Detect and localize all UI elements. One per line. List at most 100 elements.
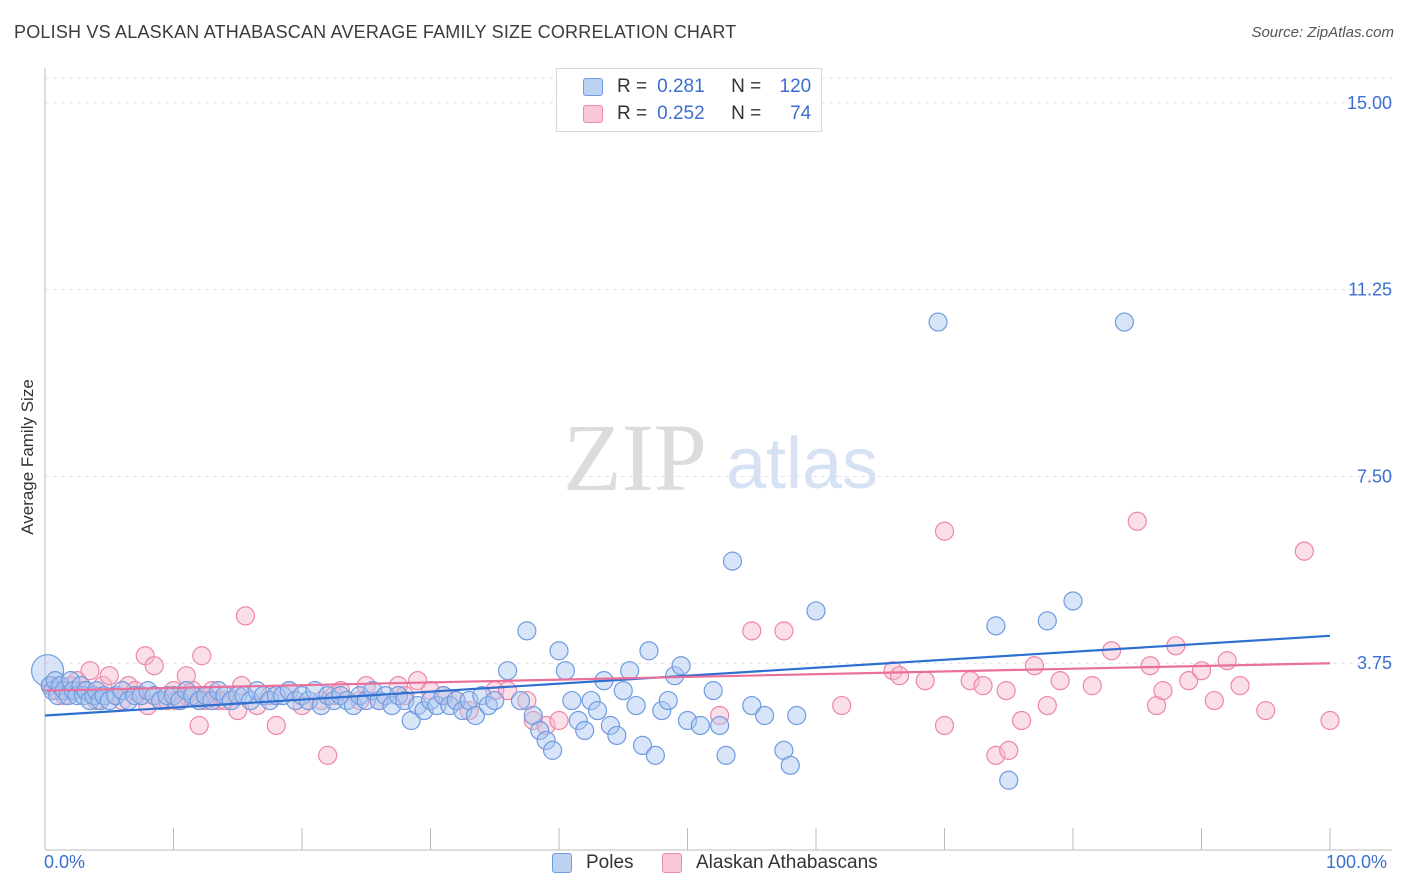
athabascan-point bbox=[1037, 695, 1057, 716]
athabascan-point bbox=[459, 700, 479, 721]
poles-point bbox=[408, 695, 428, 716]
poles-point bbox=[549, 641, 569, 661]
poles-point bbox=[587, 700, 608, 721]
trend-lines bbox=[44, 634, 1331, 717]
poles-point bbox=[645, 745, 665, 765]
athabascan-point bbox=[1179, 671, 1199, 691]
athabascan-point bbox=[1127, 511, 1147, 531]
athabascan-point bbox=[1011, 710, 1032, 731]
poles-point bbox=[472, 685, 492, 706]
poles-point bbox=[440, 695, 460, 716]
poles-point bbox=[562, 690, 582, 711]
athabascan-point bbox=[1204, 690, 1224, 711]
legend-n-label: N = bbox=[731, 103, 762, 124]
athabascan-point bbox=[324, 685, 344, 706]
poles-point bbox=[639, 641, 659, 661]
y-tick-label: 15.00 bbox=[1347, 93, 1392, 113]
poles-point bbox=[388, 685, 408, 706]
poles-point bbox=[671, 656, 691, 676]
poles-point bbox=[677, 710, 698, 731]
gridlines bbox=[45, 77, 1392, 664]
poles-point bbox=[703, 681, 723, 701]
athabascan-point bbox=[710, 705, 730, 726]
athabascan-point bbox=[1140, 656, 1160, 676]
poles-point bbox=[157, 685, 177, 706]
athabascan-point bbox=[996, 681, 1016, 701]
poles-point bbox=[163, 685, 184, 706]
athabascan-point bbox=[330, 681, 351, 701]
poles-trend-line bbox=[44, 634, 1331, 717]
poles-point bbox=[106, 685, 126, 706]
athabascan-point bbox=[176, 666, 196, 686]
athabascan-point bbox=[1320, 710, 1340, 731]
athabascan-point bbox=[1024, 656, 1045, 676]
poles-point bbox=[151, 690, 171, 711]
athabascan-point bbox=[395, 685, 415, 706]
poles-point bbox=[568, 710, 588, 731]
poles-point bbox=[395, 690, 415, 711]
poles-point bbox=[716, 745, 736, 765]
athabascan-point bbox=[80, 661, 100, 681]
poles-point bbox=[555, 661, 576, 681]
y-tick-label: 11.25 bbox=[1348, 280, 1392, 300]
athabascan-point bbox=[1191, 661, 1212, 681]
legend-label-athabascan: Alaskan Athabascans bbox=[696, 852, 878, 873]
poles-point bbox=[99, 690, 119, 711]
legend-n-value: 74 bbox=[790, 103, 812, 124]
poles-point bbox=[1037, 611, 1057, 631]
poles-point bbox=[1114, 312, 1135, 332]
athabascan-point bbox=[318, 745, 338, 765]
athabascan-point bbox=[189, 715, 209, 736]
poles-point bbox=[787, 705, 807, 726]
athabascan-point bbox=[1294, 541, 1314, 561]
poles-point bbox=[536, 730, 556, 751]
poles-point bbox=[986, 616, 1006, 636]
athabascan-point bbox=[1217, 651, 1237, 671]
poles-point bbox=[138, 681, 158, 701]
athabascan-point bbox=[99, 666, 119, 686]
poles-point bbox=[754, 705, 775, 726]
poles-point bbox=[632, 735, 653, 756]
legend-row-poles: R = 0.281 N = 120 bbox=[583, 76, 811, 98]
poles-point bbox=[600, 715, 621, 736]
athabascan-point bbox=[192, 646, 212, 666]
poles-point bbox=[806, 601, 826, 621]
poles-point bbox=[999, 770, 1019, 790]
athabascan-point bbox=[832, 695, 852, 716]
athabascan-point bbox=[986, 745, 1006, 765]
athabascan-point bbox=[934, 715, 955, 736]
poles-point bbox=[414, 700, 434, 721]
athabascan-point bbox=[883, 661, 903, 681]
legend-n-value: 120 bbox=[779, 76, 812, 97]
athabascan-point bbox=[934, 521, 955, 541]
y-tick-labels: 3.75 7.50 11.25 15.00 bbox=[1347, 93, 1392, 673]
athabascan-point bbox=[973, 676, 993, 696]
series-legend: Poles Alaskan Athabascans bbox=[0, 852, 1406, 876]
poles-point bbox=[112, 681, 132, 701]
y-tick-label: 7.50 bbox=[1357, 466, 1392, 486]
poles-point bbox=[542, 740, 563, 760]
athabascan-point bbox=[235, 606, 256, 626]
poles-point bbox=[311, 695, 331, 716]
poles-point bbox=[84, 685, 104, 706]
x-tick-left: 0.0% bbox=[44, 852, 86, 872]
poles-point bbox=[581, 690, 601, 711]
axes bbox=[44, 68, 1392, 851]
poles-point bbox=[1063, 591, 1083, 611]
poles-point bbox=[658, 690, 678, 711]
legend-r-value: 0.252 bbox=[657, 103, 705, 124]
poles-point bbox=[530, 720, 550, 741]
poles-point bbox=[517, 621, 537, 641]
watermark-zip: ZIP bbox=[563, 404, 707, 511]
poles-point bbox=[928, 312, 948, 332]
poles-point bbox=[241, 690, 261, 711]
legend-row-athabascan: R = 0.252 N = 74 bbox=[583, 103, 811, 125]
poles-point bbox=[510, 690, 531, 711]
poles-point bbox=[690, 715, 710, 736]
athabascan-trend-line bbox=[44, 662, 1331, 692]
poles-point bbox=[613, 681, 633, 701]
poles-swatch bbox=[583, 78, 603, 96]
poles-point bbox=[710, 715, 730, 736]
correlation-legend: R = 0.281 N = 120 R = 0.252 N = 74 bbox=[556, 68, 822, 132]
